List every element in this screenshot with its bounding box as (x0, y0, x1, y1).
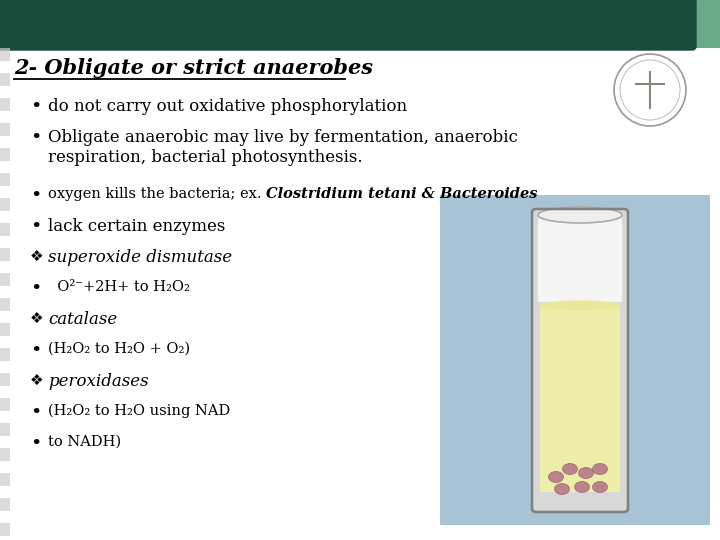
Text: Clostridium tetani & Bacteroides: Clostridium tetani & Bacteroides (266, 187, 538, 201)
Text: (H₂O₂ to H₂O using NAD: (H₂O₂ to H₂O using NAD (48, 404, 230, 418)
Ellipse shape (562, 463, 577, 475)
Text: •: • (30, 404, 41, 422)
Bar (0, 73, 10, 86)
Text: Obligate anaerobic may live by fermentation, anaerobic
respiration, bacterial ph: Obligate anaerobic may live by fermentat… (48, 129, 518, 166)
Text: to NADH): to NADH) (48, 435, 121, 449)
Text: •: • (30, 435, 41, 453)
Bar (0, 323, 10, 336)
Ellipse shape (575, 482, 590, 492)
Text: •: • (30, 187, 41, 205)
Bar (0, 448, 10, 461)
Bar (0, 273, 10, 286)
Ellipse shape (593, 463, 608, 475)
Bar (0, 173, 10, 186)
FancyBboxPatch shape (0, 0, 696, 50)
Text: lack certain enzymes: lack certain enzymes (48, 218, 225, 235)
Text: •: • (30, 129, 41, 147)
Bar (0, 223, 10, 236)
Bar (0, 473, 10, 486)
Bar (0, 123, 10, 136)
Text: ❖: ❖ (30, 373, 44, 388)
Bar (693, 0, 720, 48)
Bar (0, 398, 10, 411)
FancyBboxPatch shape (532, 209, 628, 512)
Ellipse shape (578, 468, 593, 478)
Bar (0, 523, 10, 536)
Ellipse shape (538, 207, 622, 223)
Ellipse shape (554, 483, 570, 495)
Text: ❖: ❖ (30, 249, 44, 264)
Bar (0, 348, 10, 361)
Text: do not carry out oxidative phosphorylation: do not carry out oxidative phosphorylati… (48, 98, 407, 115)
Text: (H₂O₂ to H₂O + O₂): (H₂O₂ to H₂O + O₂) (48, 342, 190, 356)
Text: peroxidases: peroxidases (48, 373, 148, 390)
Ellipse shape (549, 471, 564, 483)
Bar (0, 298, 10, 311)
Ellipse shape (593, 482, 608, 492)
Bar (540, 306, 620, 492)
Text: catalase: catalase (48, 311, 117, 328)
Text: O²⁻+2H+ to H₂O₂: O²⁻+2H+ to H₂O₂ (48, 280, 190, 294)
Bar (0, 98, 10, 111)
Bar (0, 198, 10, 211)
Bar (0, 498, 10, 511)
Bar (440, 195, 710, 525)
Text: oxygen kills the bacteria; ex.: oxygen kills the bacteria; ex. (48, 187, 266, 201)
Bar (0, 48, 10, 61)
Text: superoxide dismutase: superoxide dismutase (48, 249, 232, 266)
Text: •: • (30, 280, 41, 298)
Text: •: • (30, 98, 41, 116)
Bar (0, 423, 10, 436)
Text: 2- Obligate or strict anaerobes: 2- Obligate or strict anaerobes (14, 58, 373, 78)
Text: ❖: ❖ (30, 311, 44, 326)
Text: •: • (30, 218, 41, 236)
Bar (0, 248, 10, 261)
Ellipse shape (540, 300, 620, 310)
Bar (538, 215, 622, 301)
Circle shape (614, 54, 686, 126)
Bar (0, 148, 10, 161)
Bar (0, 373, 10, 386)
Text: •: • (30, 342, 41, 360)
